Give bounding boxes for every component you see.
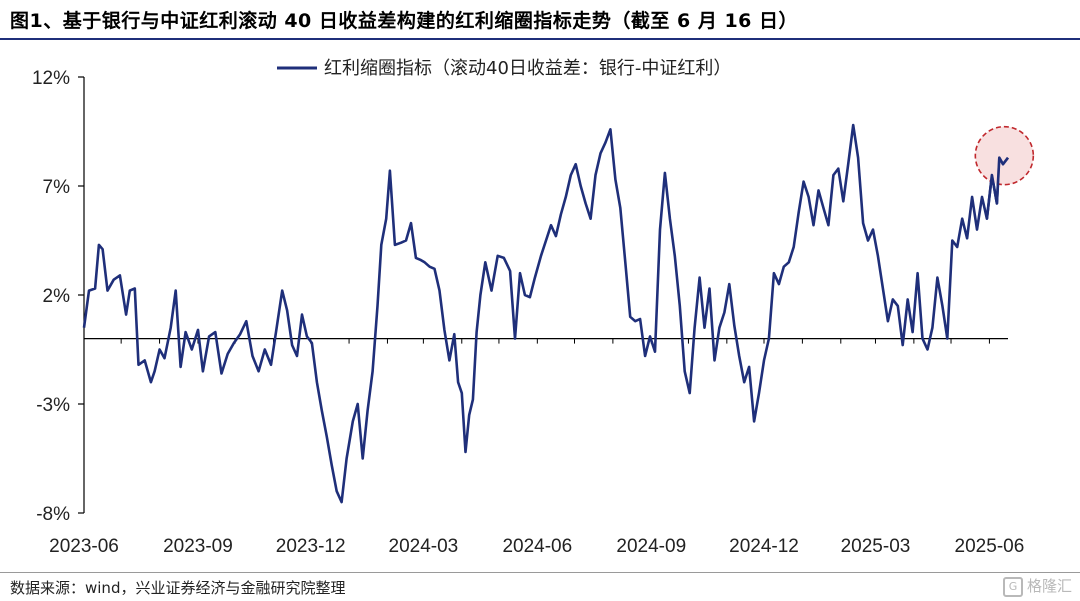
x-tick-label: 2023-06 xyxy=(49,536,119,557)
x-tick-label: 2025-06 xyxy=(955,536,1025,557)
highlight-circle xyxy=(974,125,1035,186)
chart-title: 图1、基于银行与中证红利滚动 40 日收益差构建的红利缩圈指标走势（截至 6 月… xyxy=(10,10,799,32)
title-underline xyxy=(0,38,1080,40)
x-tick-label: 2023-12 xyxy=(276,536,346,557)
source-note: 数据来源：wind，兴业证券经济与金融研究院整理 xyxy=(10,579,346,597)
footer-rule xyxy=(0,572,1080,573)
y-tick-label: 7% xyxy=(43,177,71,198)
legend: 红利缩圈指标（滚动40日收益差：银行-中证红利） xyxy=(277,58,731,79)
x-tick-label: 2025-03 xyxy=(841,536,911,557)
x-tick-label: 2024-03 xyxy=(389,536,459,557)
x-tick-label: 2024-06 xyxy=(502,536,572,557)
plot-area xyxy=(82,123,1035,504)
y-tick-label: 2% xyxy=(43,286,71,307)
series-line-tail xyxy=(985,156,1010,219)
y-axis: 12% 7% 2% -3% -8% xyxy=(32,68,85,525)
watermark-logo: G 格隆汇 xyxy=(1002,575,1072,597)
y-tick-label: -8% xyxy=(36,504,70,525)
x-tick-label: 2023-09 xyxy=(163,536,233,557)
legend-label: 红利缩圈指标（滚动40日收益差：银行-中证红利） xyxy=(324,58,731,79)
y-tick-label: 12% xyxy=(32,68,70,89)
series-line xyxy=(82,123,1010,504)
x-tick-label: 2024-12 xyxy=(729,536,799,557)
x-tick-label: 2024-09 xyxy=(616,536,686,557)
y-tick-label: -3% xyxy=(36,395,70,416)
x-axis: 2023-06 2023-09 2023-12 2024-03 2024-06 2024-… xyxy=(49,338,1025,557)
